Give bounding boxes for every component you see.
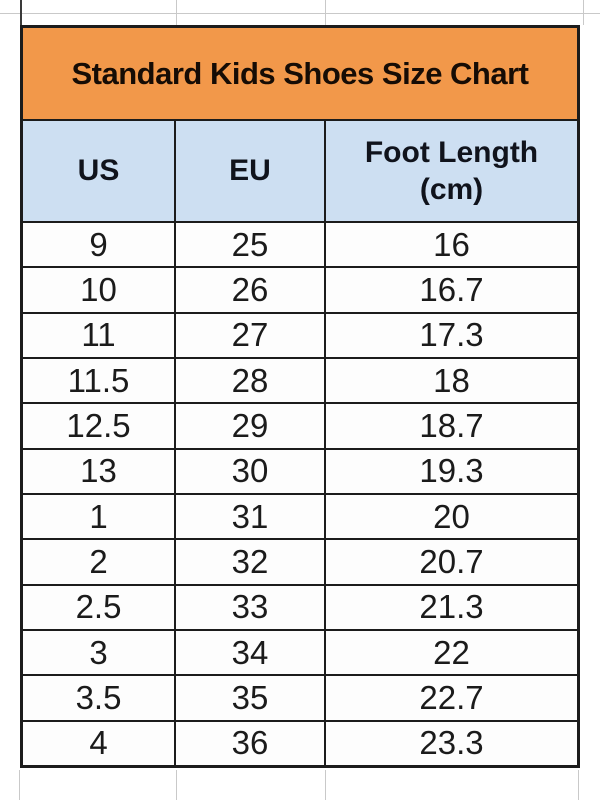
gridline-bottom-right-vertical [578,770,579,800]
table-title: Standard Kids Shoes Size Chart [23,28,577,121]
table-row: 1 31 20 [23,494,577,541]
table-row: 2 32 20.7 [23,540,577,586]
table-row: 3 34 22 [23,630,577,677]
table-row: 13 30 19.3 [23,449,577,495]
table-row: 11.5 28 18 [23,358,577,405]
gridline-top-right-vertical [583,0,584,25]
gridline-bottom-left-vertical [19,770,20,800]
column-header-eu: EU [176,121,326,221]
table-cell: 19.3 [419,452,484,490]
table-cell: 3.5 [23,676,176,720]
table-cell: 22 [433,633,470,671]
table-cell: 35 [176,676,326,720]
table-cell: 4 [23,721,176,765]
column-header-label: EU [229,154,271,188]
gridline-bottom-col1-vertical [176,770,177,800]
table-cell: 34 [176,630,326,675]
table-cell: 18 [433,361,470,399]
table-cell: 11 [23,313,176,357]
table-cell: 11.5 [23,358,176,403]
table-row: 11 27 17.3 [23,313,577,359]
table-row: 12.5 29 18.7 [23,404,577,450]
table-cell: 17.3 [419,316,484,354]
size-chart-table: Standard Kids Shoes Size Chart US EU Foo… [20,25,580,768]
table-cell: 30 [176,449,326,493]
table-header-row: US EU Foot Length (cm) [23,121,577,223]
table-cell: 31 [176,494,326,539]
table-cell: 16 [433,225,470,263]
table-cell: 36 [176,721,326,765]
table-cell: 32 [176,540,326,584]
table-cell: 10 [23,268,176,312]
table-cell: 23.3 [419,724,484,762]
table-cell: 1 [23,494,176,539]
table-row: 10 26 16.7 [23,268,577,314]
column-header-us: US [23,121,176,221]
gridline-top-col2-vertical [325,0,326,25]
column-header-foot-length: Foot Length (cm) [326,121,577,221]
gridline-top-horizontal [0,13,600,14]
table-cell: 33 [176,585,326,629]
table-cell: 18.7 [419,406,484,444]
column-header-label: US [77,154,120,188]
table-row: 9 25 16 [23,223,577,269]
gridline-bottom-col2-vertical [325,770,326,800]
table-cell: 12.5 [23,404,176,448]
table-row: 4 36 23.3 [23,721,577,765]
table-cell: 16.7 [419,270,484,308]
gridline-top-col1-vertical [176,0,177,25]
table-cell: 25 [176,223,326,267]
table-cell: 2 [23,540,176,584]
table-cell: 20 [433,497,470,535]
table-cell: 3 [23,630,176,675]
column-header-label: Foot Length [364,135,539,169]
table-cell: 9 [23,223,176,267]
table-row: 2.5 33 21.3 [23,585,577,631]
table-cell: 2.5 [23,585,176,629]
table-cell: 28 [176,358,326,403]
table-cell: 20.7 [419,542,484,580]
table-body: 9 25 16 10 26 16.7 11 27 17.3 11.5 28 18 12.5 29 18.7 1… [23,223,577,765]
table-cell: 22.7 [419,678,484,716]
table-cell: 26 [176,268,326,312]
gridline-top-left-vertical [20,0,22,25]
table-cell: 21.3 [419,588,484,626]
table-cell: 29 [176,404,326,448]
table-cell: 13 [23,449,176,493]
column-header-label-unit: (cm) [419,173,484,206]
table-cell: 27 [176,313,326,357]
table-row: 3.5 35 22.7 [23,676,577,722]
